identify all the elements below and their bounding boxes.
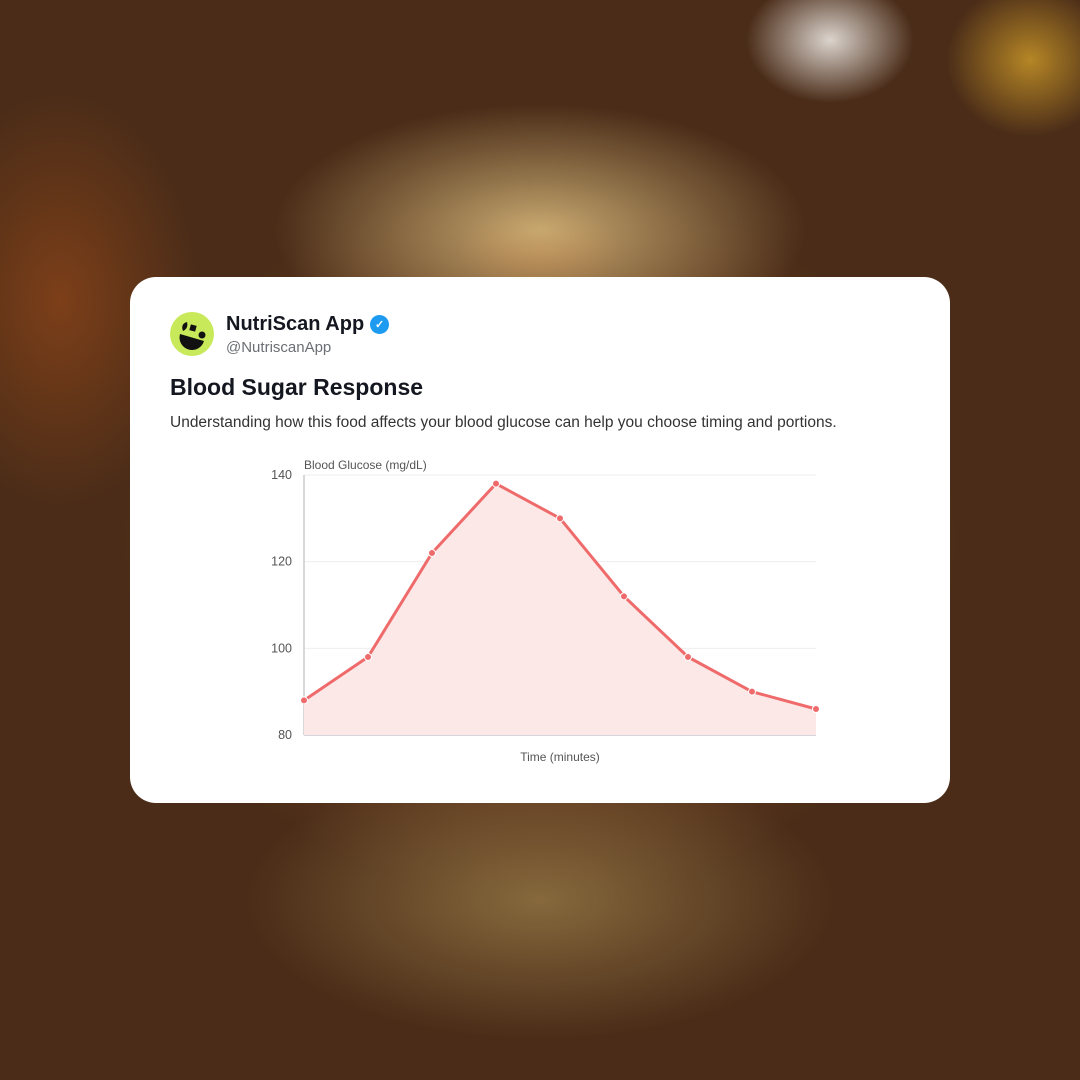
post-description: Understanding how this food affects your… [170,414,837,431]
verified-badge-icon: ✓ [370,315,390,334]
profile-name-text: NutriScan App [226,313,365,335]
y-tick-label: 100 [271,641,292,655]
leaf-bowl-logo-icon [179,322,206,350]
post-title: Blood Sugar Response [170,374,424,400]
data-point[interactable] [556,514,564,523]
x-axis-label: Time (minutes) [520,750,600,764]
y-tick-label: 120 [271,555,292,569]
data-point[interactable] [684,653,692,661]
profile-handle: @NutriscanApp [226,339,332,356]
data-point[interactable] [812,705,820,713]
data-point[interactable] [300,696,308,705]
data-point[interactable] [364,653,372,661]
y-tick-label: 140 [271,468,292,482]
glucose-chart: Blood Glucose (mg/dL) Time (minutes) 80 1… [271,458,820,764]
data-point[interactable] [620,592,628,601]
profile-name: NutriScan App ✓ [226,313,390,336]
area-fill [304,483,816,735]
avatar[interactable] [170,312,214,356]
data-point[interactable] [428,549,436,557]
data-point[interactable] [492,479,500,488]
y-axis-label: Blood Glucose (mg/dL) [304,458,427,472]
data-point[interactable] [748,687,756,696]
y-tick-label: 80 [278,728,292,742]
post-card: NutriScan App ✓ @NutriscanApp Blood Suga… [130,277,950,803]
